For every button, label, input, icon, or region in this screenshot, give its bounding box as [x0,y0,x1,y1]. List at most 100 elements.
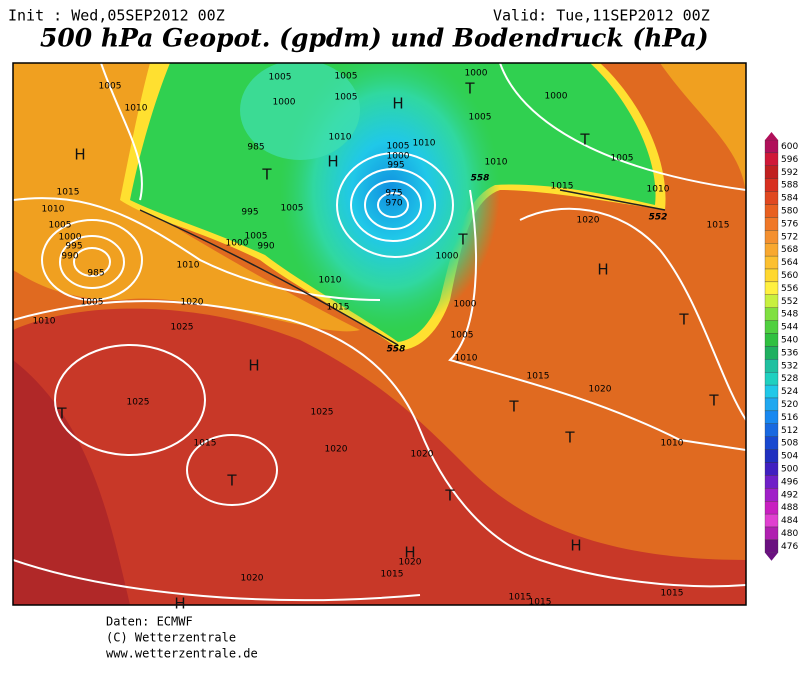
colorbar-swatch [764,475,779,489]
contour-label: 552 [649,213,668,223]
colorbar-label: 512 [781,426,798,436]
colorbar-label: 520 [781,400,798,410]
colorbar-swatch [764,204,779,218]
colorbar-swatch [764,449,779,463]
isobar-label: 1025 [171,323,194,333]
pressure-center: T [579,131,590,149]
cold-pool [240,63,360,160]
map-frame [12,62,747,606]
footer-line: www.wetterzentrale.de [106,647,258,661]
isobar-label: 1020 [577,216,600,226]
footer-line: Daten: ECMWF [106,615,193,629]
colorbar-label: 588 [781,181,798,191]
colorbar-swatch [764,320,779,334]
isobar-label: 1015 [529,598,552,608]
colorbar-label: 488 [781,503,798,513]
pressure-center: H [404,544,415,562]
footer-line: (C) Wetterzentrale [106,631,236,645]
pressure-center: T [708,392,719,410]
colorbar-swatch [764,359,779,373]
isobar-label: 975 [385,189,402,199]
isobar-label: 1005 [49,221,72,231]
isobar-label: 1000 [454,300,477,310]
colorbar-swatch [764,513,779,528]
pressure-center: H [597,261,608,279]
colorbar-label: 560 [781,271,798,281]
isobar-label: 1015 [707,221,730,231]
isobar-label: 995 [241,208,258,218]
colorbar-label: 496 [781,477,798,487]
isobar-label: 1020 [411,450,434,460]
colorbar-swatch [764,139,779,154]
isobar-label: 1020 [325,445,348,455]
colorbar-cap [765,132,778,140]
pressure-center: T [444,487,455,505]
colorbar-label: 528 [781,374,798,384]
isobar-label: 990 [61,252,78,262]
isobar-label: 1005 [99,82,122,92]
isobar-label: 1015 [527,372,550,382]
colorbar-swatch [764,526,779,541]
isobar-label: 1000 [545,92,568,102]
isobar-label: 1005 [81,298,104,308]
warm-core [13,360,130,605]
pressure-center: T [564,429,575,447]
colorbar-swatch [764,165,779,179]
colorbar-swatch [764,333,779,347]
colorbar-label: 536 [781,348,798,358]
isobar-label: 990 [257,242,274,252]
colorbar-swatch [764,539,779,553]
colorbar-label: 540 [781,335,798,345]
colorbar-label: 508 [781,439,798,449]
colorbar-label: 484 [781,516,798,526]
pressure-center: H [392,95,403,113]
colorbar-swatch [764,191,779,205]
isobar-label: 1005 [469,113,492,123]
isobar-label: 1025 [127,398,150,408]
isobar-label: 1000 [59,233,82,243]
contour-558 [139,189,666,346]
pressure-center: H [248,357,259,375]
isobar-label: 1010 [329,133,352,143]
colorbar-swatch [764,217,779,231]
colorbar-label: 576 [781,219,798,229]
colorbar-label: 548 [781,310,798,320]
colorbar-swatch [764,397,779,412]
isobar-label: 1000 [387,152,410,162]
colorbar-label: 476 [781,542,798,552]
isobar-label: 1015 [661,589,684,599]
pressure-center: T [457,231,468,249]
isobar-label: 1005 [281,204,304,214]
isobar-label: 1005 [387,142,410,152]
colorbar-label: 524 [781,387,798,397]
isobar-label: 995 [65,242,82,252]
colorbar-swatch [764,423,779,437]
isobar-label: 1005 [451,331,474,341]
pressure-center: H [570,537,581,555]
colorbar-swatch [764,230,779,244]
colorbar-label: 572 [781,232,798,242]
isobar-label: 1010 [177,261,200,271]
isobar-label: 1000 [436,252,459,262]
colorbar-swatch [764,436,779,450]
isobar-label: 1015 [509,593,532,603]
colorbar-swatch [764,501,779,515]
isobar-label: 1015 [57,188,80,198]
orange-region-east [660,63,746,200]
colorbar-swatch [764,346,779,360]
colorbar-label: 504 [781,452,798,462]
isobar-label: 1005 [335,93,358,103]
colorbar-swatch [764,255,779,270]
pressure-center: T [678,311,689,329]
orange-region [13,63,360,332]
colorbar-label: 516 [781,413,798,423]
colorbar-label: 600 [781,142,798,152]
pressure-center: T [464,80,475,98]
isobar-label: 1015 [327,303,350,313]
colorbar-swatch [764,268,779,283]
colorbar-label: 556 [781,284,798,294]
isobar-label: 1005 [335,72,358,82]
isobar-label: 1020 [241,574,264,584]
colorbar-label: 564 [781,258,798,268]
